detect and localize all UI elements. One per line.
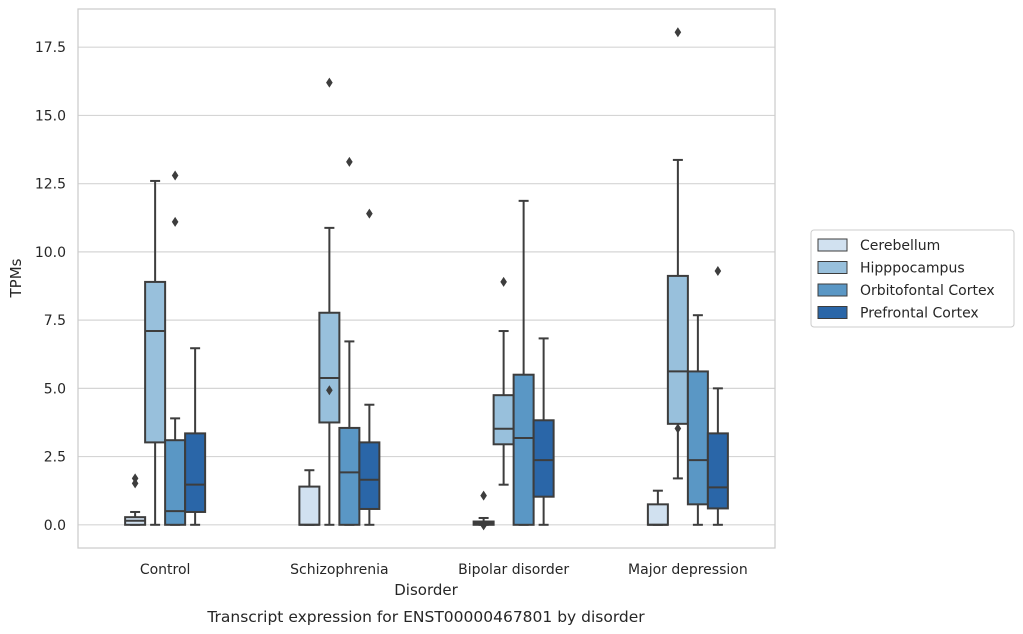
- legend-frame: [810, 229, 1015, 328]
- y-tick-label: 0.0: [44, 518, 66, 534]
- box-body: [318, 311, 341, 424]
- x-tick-label: Major depression: [628, 562, 748, 578]
- outlier-point: [366, 208, 373, 219]
- box-prefrontal-cortex-3: [706, 265, 729, 526]
- outlier-point: [674, 423, 682, 434]
- box-hipppocampus-3: [666, 27, 689, 480]
- outlier-point: [346, 156, 353, 167]
- box-prefrontal-cortex-0: [184, 347, 207, 526]
- box-body: [532, 419, 555, 498]
- box-body: [512, 373, 535, 526]
- legend-label: Cerebellum: [860, 238, 940, 254]
- x-tick-label: Bipolar disorder: [458, 562, 569, 578]
- y-tick-labels: 0.0 2.5 5.0 7.5 10.0 12.5 15.0 17.5: [35, 40, 66, 534]
- chart-caption: Transcript expression for ENST0000046780…: [206, 608, 645, 626]
- box-cerebellum-0: [124, 473, 147, 526]
- outlier-point: [171, 170, 179, 181]
- box-orbitofontal-cortex-3: [686, 314, 709, 526]
- box-hipppocampus-0: [144, 179, 167, 526]
- box-prefrontal-cortex-2: [532, 337, 555, 526]
- y-tick-label: 15.0: [35, 108, 66, 124]
- legend-swatch: [817, 261, 848, 274]
- x-tick-label: Schizophrenia: [290, 562, 388, 578]
- boxes-layer: [124, 27, 729, 531]
- box-orbitofontal-cortex-2: [512, 199, 535, 526]
- legend-swatch: [817, 238, 848, 252]
- box-body: [298, 485, 321, 526]
- legend-label: Hipppocampus: [860, 261, 965, 277]
- box-orbitofontal-cortex-1: [338, 156, 361, 526]
- box-body: [144, 280, 167, 444]
- x-tick-label: Control: [140, 562, 191, 578]
- y-tick-label: 2.5: [44, 450, 66, 466]
- outlier-point: [131, 473, 139, 484]
- box-body: [706, 432, 729, 510]
- box-cerebellum-3: [646, 489, 669, 526]
- box-cerebellum-2: [472, 490, 495, 531]
- box-body: [492, 394, 515, 446]
- y-tick-label: 12.5: [35, 177, 66, 193]
- y-tick-label: 5.0: [44, 381, 66, 397]
- box-hipppocampus-1: [318, 77, 341, 526]
- x-tick-labels: Control Schizophrenia Bipolar disorder Majo…: [140, 562, 748, 578]
- legend-label: Orbitofontal Cortex: [860, 283, 995, 299]
- outlier-point: [171, 216, 179, 227]
- outlier-point: [674, 27, 682, 38]
- box-cerebellum-1: [298, 469, 321, 526]
- outlier-point: [326, 77, 333, 88]
- box-body: [666, 274, 689, 425]
- outlier-point: [480, 520, 487, 531]
- box-orbitofontal-cortex-0: [164, 170, 187, 526]
- box-body: [646, 503, 669, 526]
- box-hipppocampus-2: [492, 276, 515, 486]
- outlier-point: [326, 385, 333, 396]
- legend-label: Prefrontal Cortex: [860, 306, 979, 322]
- box-body: [338, 426, 361, 526]
- outlier-point: [480, 490, 487, 501]
- legend: Cerebellum Hipppocampus Orbitofontal Corte…: [810, 229, 1015, 328]
- plot-frame: [77, 8, 776, 549]
- box-body: [358, 441, 381, 510]
- y-tick-label: 10.0: [35, 245, 66, 261]
- legend-swatch: [817, 306, 848, 319]
- legend-swatch: [817, 283, 848, 297]
- y-tick-label: 17.5: [35, 40, 66, 56]
- outlier-point: [500, 276, 507, 287]
- outlier-point: [714, 265, 722, 276]
- y-axis-label: TPMs: [7, 258, 25, 298]
- box-prefrontal-cortex-1: [358, 208, 381, 526]
- x-axis-label: Disorder: [394, 581, 458, 599]
- box-body: [184, 432, 207, 513]
- y-tick-label: 7.5: [44, 313, 66, 329]
- box-body: [686, 370, 709, 506]
